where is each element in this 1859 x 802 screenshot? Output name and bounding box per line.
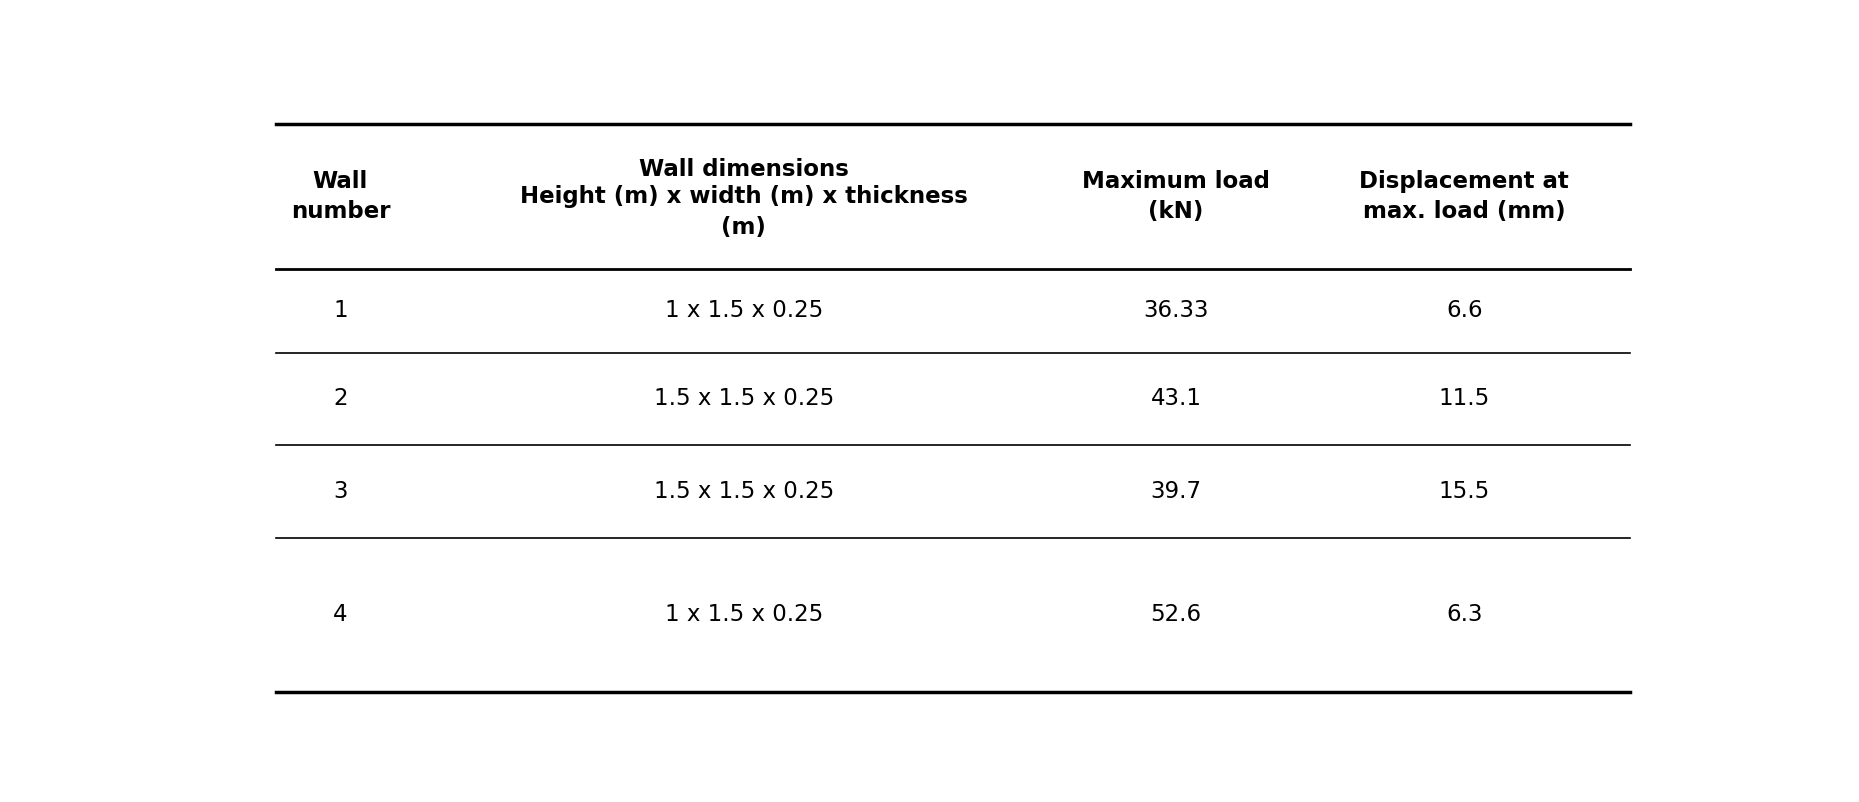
Text: 52.6: 52.6 [1151, 603, 1201, 626]
Text: Displacement at
max. load (mm): Displacement at max. load (mm) [1359, 170, 1569, 223]
Text: Height (m) x width (m) x thickness
(m): Height (m) x width (m) x thickness (m) [521, 185, 969, 239]
Text: 6.6: 6.6 [1446, 299, 1482, 322]
Text: Wall dimensions: Wall dimensions [639, 158, 850, 181]
Text: Maximum load
(kN): Maximum load (kN) [1082, 170, 1270, 223]
Text: 1.5 x 1.5 x 0.25: 1.5 x 1.5 x 0.25 [654, 480, 835, 503]
Text: 1 x 1.5 x 0.25: 1 x 1.5 x 0.25 [666, 603, 824, 626]
Text: 4: 4 [333, 603, 348, 626]
Text: 36.33: 36.33 [1143, 299, 1208, 322]
Text: 43.1: 43.1 [1151, 387, 1201, 411]
Text: 1: 1 [333, 299, 348, 322]
Text: 6.3: 6.3 [1446, 603, 1482, 626]
Text: 3: 3 [333, 480, 348, 503]
Text: 2: 2 [333, 387, 348, 411]
Text: 11.5: 11.5 [1439, 387, 1489, 411]
Text: Wall
number: Wall number [290, 170, 390, 223]
Text: 39.7: 39.7 [1151, 480, 1201, 503]
Text: 1.5 x 1.5 x 0.25: 1.5 x 1.5 x 0.25 [654, 387, 835, 411]
Text: 1 x 1.5 x 0.25: 1 x 1.5 x 0.25 [666, 299, 824, 322]
Text: 15.5: 15.5 [1439, 480, 1489, 503]
